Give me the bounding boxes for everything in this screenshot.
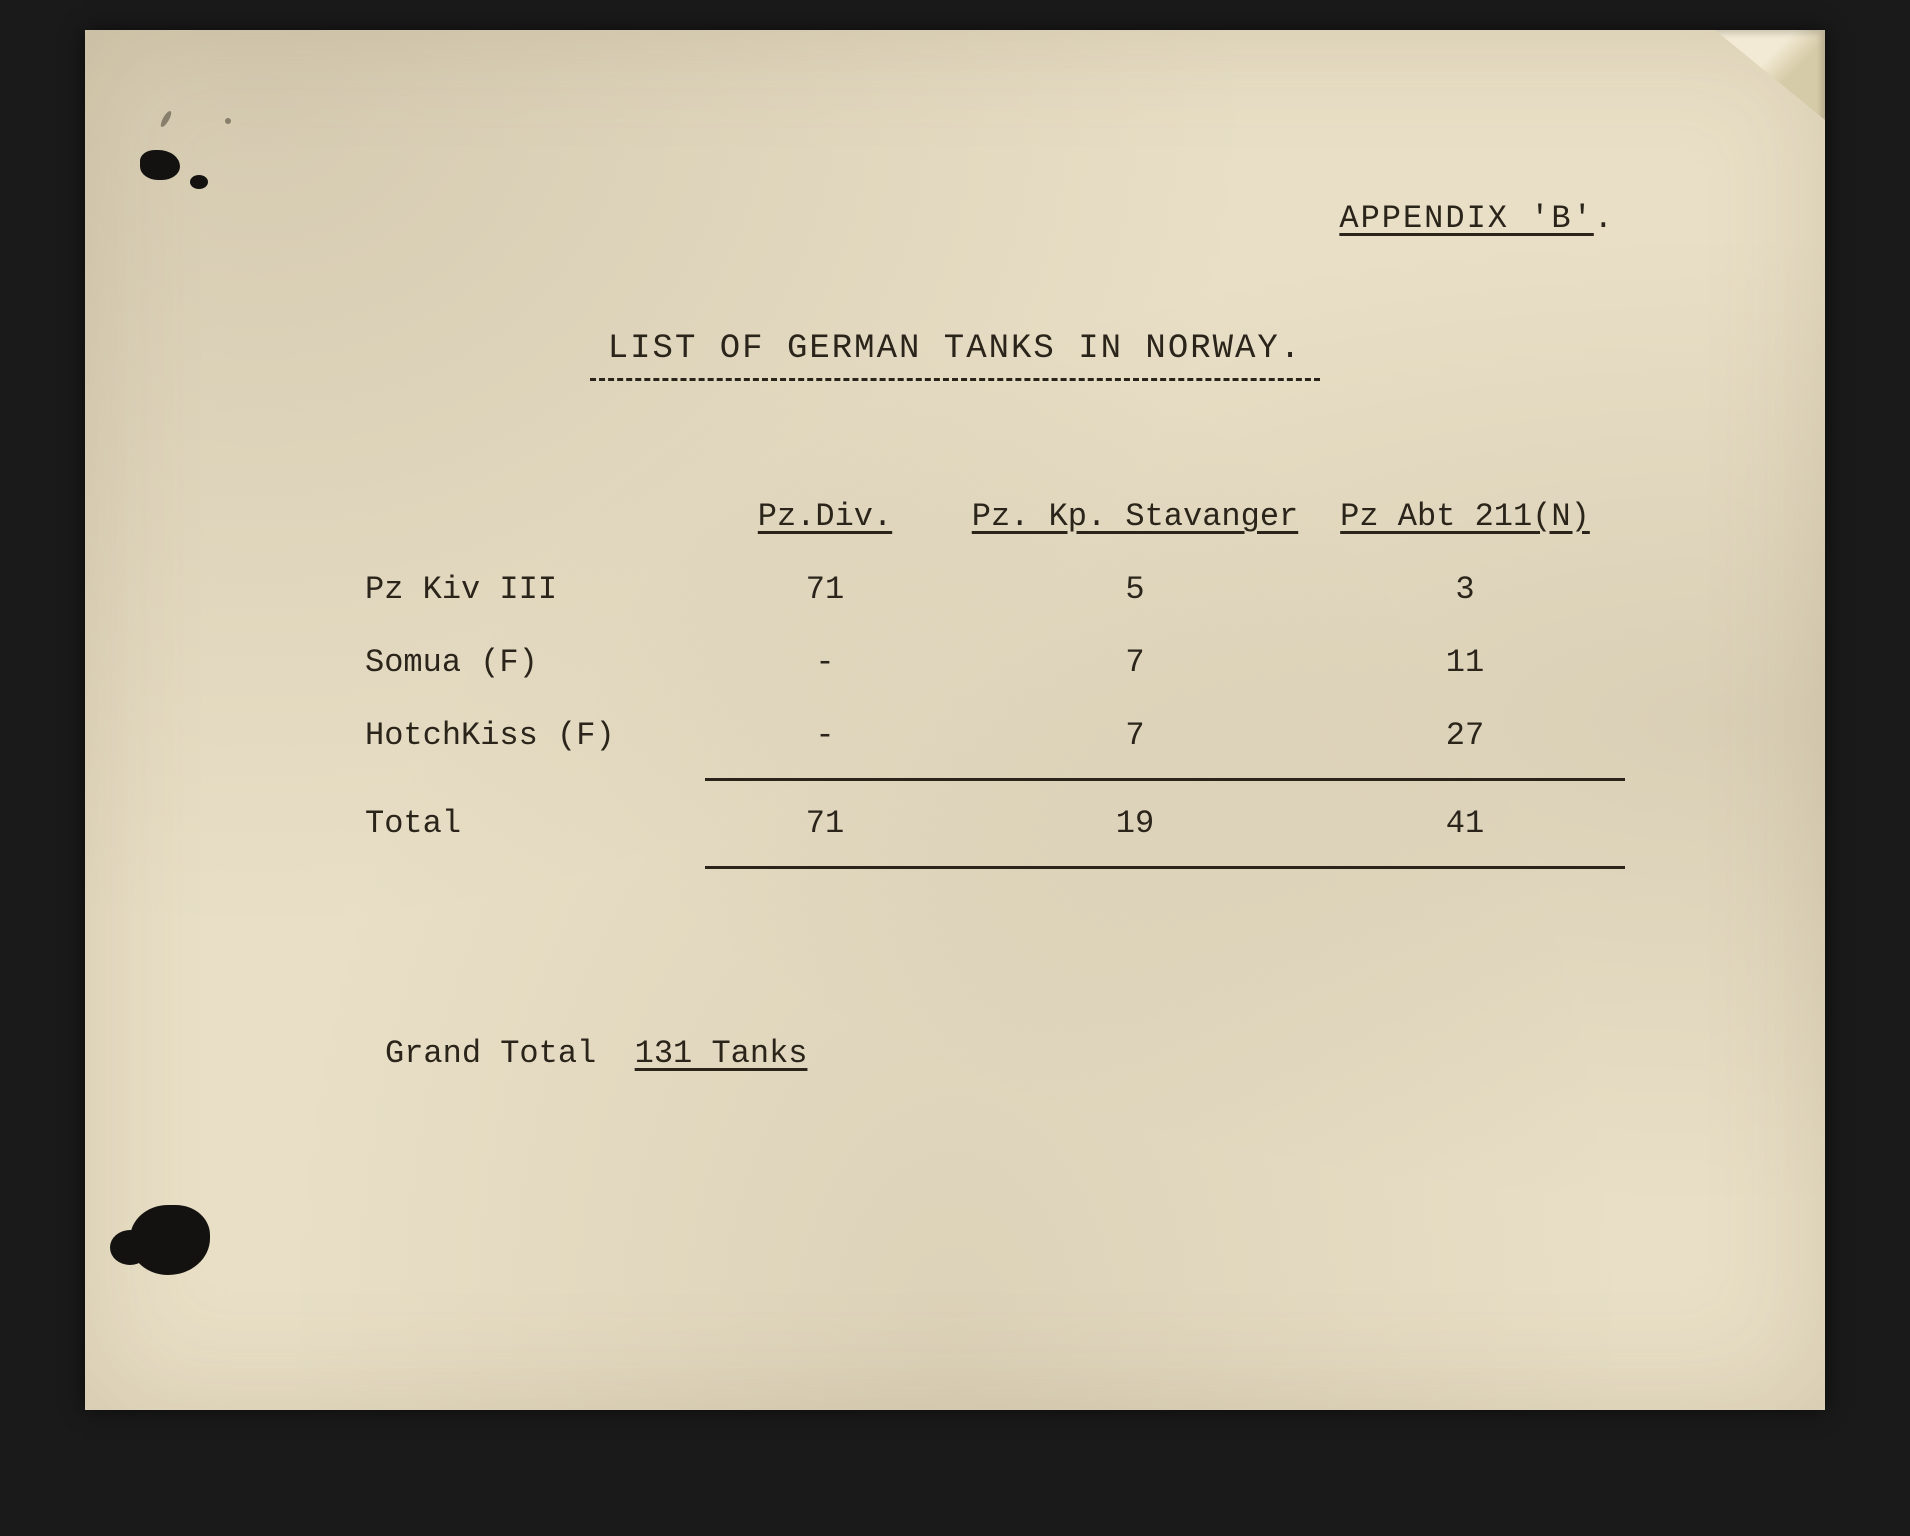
grand-total-label: Grand Total bbox=[385, 1035, 596, 1072]
ink-blot bbox=[140, 150, 180, 180]
tanks-table: Pz.Div. Pz. Kp. Stavanger Pz Abt 211(N) … bbox=[345, 480, 1625, 875]
total-cell: 41 bbox=[1325, 805, 1605, 842]
col-header-pzdiv: Pz.Div. bbox=[758, 498, 892, 535]
grand-total: Grand Total 131 Tanks bbox=[385, 1035, 807, 1072]
ink-blot bbox=[190, 175, 208, 189]
cell: - bbox=[705, 717, 945, 754]
title-underline bbox=[590, 378, 1320, 381]
document-page: APPENDIX 'B'. LIST OF GERMAN TANKS IN NO… bbox=[85, 30, 1825, 1410]
total-cell: 71 bbox=[705, 805, 945, 842]
table-rule-upper bbox=[705, 778, 1625, 781]
cell: 7 bbox=[945, 644, 1325, 681]
table-total-row: Total 71 19 41 bbox=[345, 787, 1625, 860]
total-label: Total bbox=[345, 805, 705, 842]
cell: 71 bbox=[705, 571, 945, 608]
title-block: LIST OF GERMAN TANKS IN NORWAY. bbox=[590, 330, 1320, 381]
paper-speck bbox=[159, 110, 173, 129]
cell: 5 bbox=[945, 571, 1325, 608]
document-title: LIST OF GERMAN TANKS IN NORWAY. bbox=[590, 330, 1320, 368]
total-cell: 19 bbox=[945, 805, 1325, 842]
page-corner-fold bbox=[1715, 30, 1825, 120]
cell: - bbox=[705, 644, 945, 681]
table-row: Somua (F) - 7 11 bbox=[345, 626, 1625, 699]
cell: 7 bbox=[945, 717, 1325, 754]
table-row: HotchKiss (F) - 7 27 bbox=[345, 699, 1625, 772]
paper-speck bbox=[225, 118, 231, 124]
grand-total-value: 131 Tanks bbox=[635, 1035, 808, 1072]
cell: 27 bbox=[1325, 717, 1605, 754]
appendix-period: . bbox=[1594, 200, 1615, 237]
cell: 3 bbox=[1325, 571, 1605, 608]
appendix-text: APPENDIX 'B' bbox=[1339, 200, 1593, 237]
punch-hole bbox=[110, 1230, 150, 1265]
col-header-abt211: Pz Abt 211(N) bbox=[1340, 498, 1590, 535]
table-header-row: Pz.Div. Pz. Kp. Stavanger Pz Abt 211(N) bbox=[345, 480, 1625, 553]
cell: 11 bbox=[1325, 644, 1605, 681]
row-label: Pz Kiv III bbox=[345, 571, 705, 608]
table-row: Pz Kiv III 71 5 3 bbox=[345, 553, 1625, 626]
col-header-stavanger: Pz. Kp. Stavanger bbox=[972, 498, 1298, 535]
table-rule-lower bbox=[705, 866, 1625, 869]
appendix-label: APPENDIX 'B'. bbox=[1339, 200, 1615, 237]
row-label: Somua (F) bbox=[345, 644, 705, 681]
row-label: HotchKiss (F) bbox=[345, 717, 705, 754]
